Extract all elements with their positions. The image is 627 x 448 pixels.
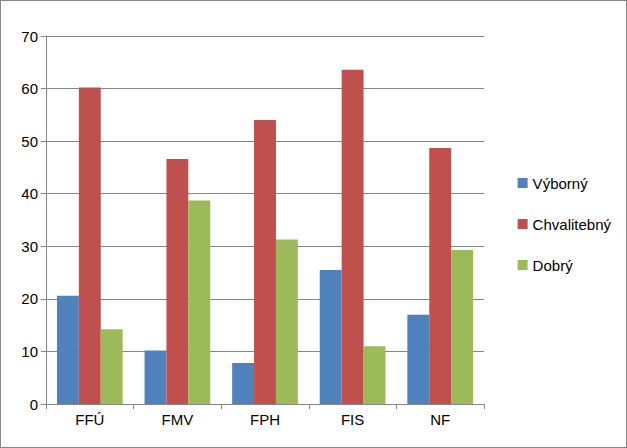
svg-text:30: 30 (21, 238, 38, 255)
svg-text:0: 0 (30, 396, 38, 413)
svg-text:10: 10 (21, 343, 38, 360)
svg-text:Výborný: Výborný (533, 175, 589, 192)
svg-text:40: 40 (21, 185, 38, 202)
svg-text:50: 50 (21, 133, 38, 150)
svg-text:NF: NF (430, 411, 450, 428)
svg-text:FIS: FIS (341, 411, 364, 428)
svg-text:70: 70 (21, 28, 38, 45)
svg-text:Chvalitebný: Chvalitebný (533, 216, 612, 233)
svg-text:60: 60 (21, 80, 38, 97)
svg-text:FFÚ: FFÚ (75, 411, 104, 428)
svg-text:20: 20 (21, 290, 38, 307)
svg-text:Dobrý: Dobrý (533, 257, 574, 274)
svg-text:FPH: FPH (250, 411, 280, 428)
svg-text:FMV: FMV (162, 411, 194, 428)
